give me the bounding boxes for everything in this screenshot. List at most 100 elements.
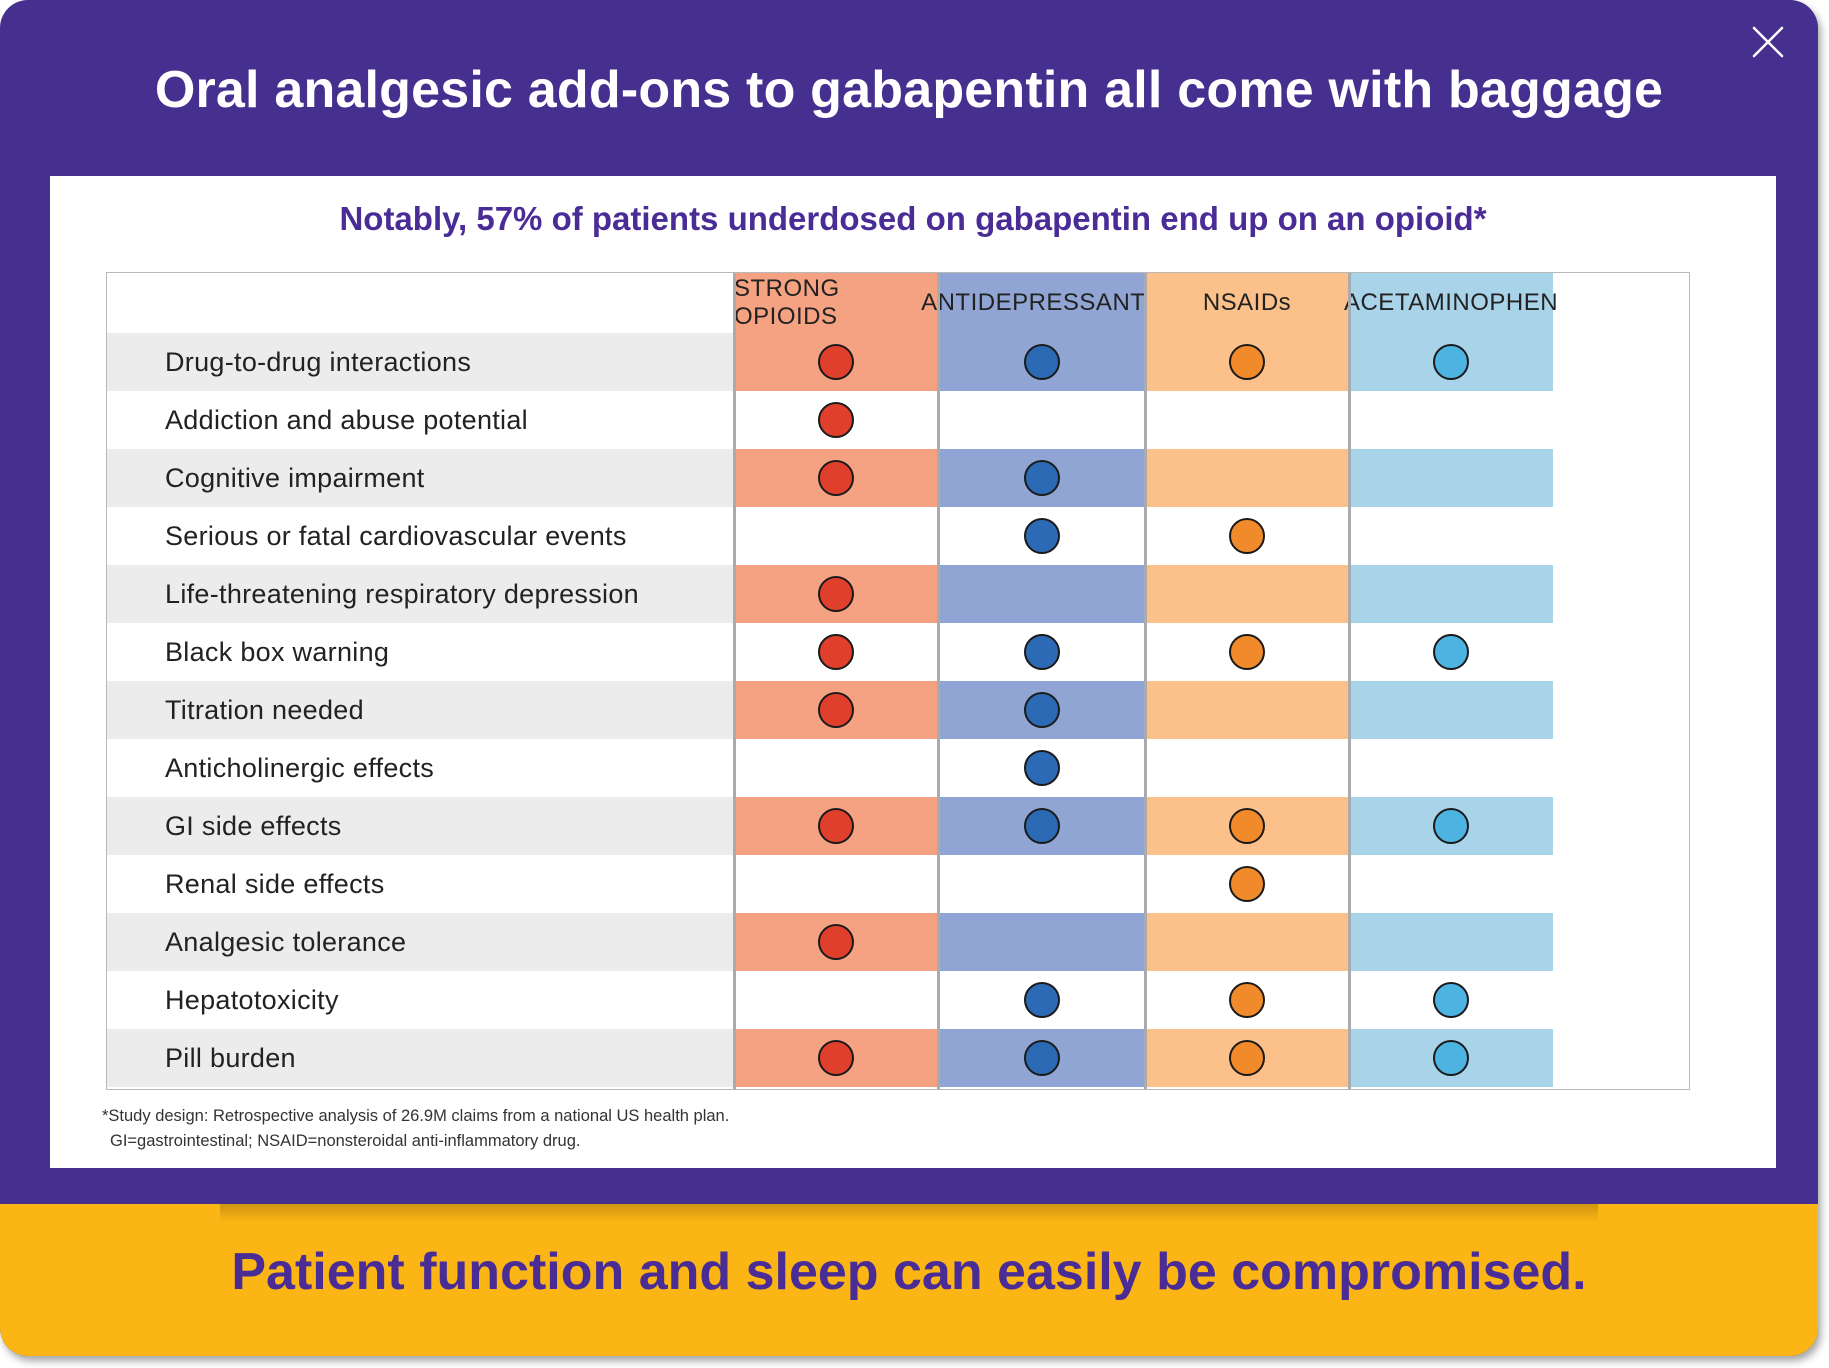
modal-title: Oral analgesic add-ons to gabapentin all… bbox=[154, 61, 1664, 119]
table-cell-antidepressants bbox=[938, 739, 1145, 797]
table-cell-acetaminophen bbox=[1349, 797, 1553, 855]
marker-dot-opioids bbox=[818, 402, 854, 438]
marker-dot-nsaids bbox=[1229, 344, 1265, 380]
table-cell-nsaids bbox=[1145, 623, 1349, 681]
comparison-table: STRONG OPIOIDS ANTIDEPRESSANTS NSAIDs ACETA… bbox=[106, 272, 1690, 1090]
table-cell-antidepressants bbox=[938, 681, 1145, 739]
banner-shadow bbox=[220, 1204, 1598, 1222]
marker-dot-antidepressants bbox=[1023, 634, 1060, 670]
table-cell-antidepressants bbox=[938, 797, 1145, 855]
table-cell-opioids bbox=[734, 449, 938, 507]
marker-dot-nsaids bbox=[1229, 866, 1265, 902]
table-cell-acetaminophen bbox=[1349, 971, 1553, 1029]
marker-dot-opioids bbox=[818, 808, 854, 844]
column-divider bbox=[1348, 273, 1351, 1089]
marker-dot-antidepressants bbox=[1023, 518, 1060, 554]
banner-text: Patient function and sleep can easily be… bbox=[231, 1243, 1587, 1301]
table-cell-nsaids bbox=[1145, 449, 1349, 507]
row-label: Life-threatening respiratory depression bbox=[107, 565, 734, 623]
footnote-abbreviations: GI=gastrointestinal; NSAID=nonsteroidal … bbox=[110, 1132, 581, 1150]
marker-dot-nsaids bbox=[1229, 982, 1265, 1018]
table-cell-antidepressants bbox=[938, 449, 1145, 507]
row-label: Drug-to-drug interactions bbox=[107, 333, 734, 391]
table-cell-acetaminophen bbox=[1349, 565, 1553, 623]
table-cell-opioids bbox=[734, 855, 938, 913]
table-cell-opioids bbox=[734, 565, 938, 623]
marker-dot-nsaids bbox=[1229, 518, 1265, 554]
close-icon[interactable] bbox=[1748, 22, 1788, 62]
table-cell-opioids bbox=[734, 623, 938, 681]
table-cell-antidepressants bbox=[938, 565, 1145, 623]
row-label: Titration needed bbox=[107, 681, 734, 739]
table-cell-opioids bbox=[734, 797, 938, 855]
marker-dot-antidepressants bbox=[1023, 344, 1060, 380]
marker-dot-nsaids bbox=[1229, 634, 1265, 670]
table-cell-opioids bbox=[734, 333, 938, 391]
marker-dot-acetaminophen bbox=[1433, 634, 1469, 670]
table-cell-nsaids bbox=[1145, 855, 1349, 913]
table-cell-antidepressants bbox=[938, 333, 1145, 391]
marker-dot-acetaminophen bbox=[1433, 1040, 1469, 1076]
table-cell-acetaminophen bbox=[1349, 391, 1553, 449]
table-cell-opioids bbox=[734, 507, 938, 565]
row-label: Black box warning bbox=[107, 623, 734, 681]
table-cell-nsaids bbox=[1145, 333, 1349, 391]
marker-dot-acetaminophen bbox=[1433, 982, 1469, 1018]
row-label: Analgesic tolerance bbox=[107, 913, 734, 971]
table-cell-antidepressants bbox=[938, 913, 1145, 971]
column-header-acetaminophen: ACETAMINOPHEN bbox=[1344, 273, 1558, 333]
bottom-banner: Patient function and sleep can easily be… bbox=[0, 1204, 1818, 1356]
row-label: Pill burden bbox=[107, 1029, 734, 1087]
table-cell-acetaminophen bbox=[1349, 623, 1553, 681]
row-label: Cognitive impairment bbox=[107, 449, 734, 507]
column-divider bbox=[937, 273, 940, 1089]
table-cell-nsaids bbox=[1145, 391, 1349, 449]
column-header-opioids: STRONG OPIOIDS bbox=[734, 273, 938, 333]
column-divider bbox=[1144, 273, 1147, 1089]
marker-dot-antidepressants bbox=[1023, 750, 1060, 786]
marker-dot-nsaids bbox=[1229, 1040, 1265, 1076]
row-label: Anticholinergic effects bbox=[107, 739, 734, 797]
table-cell-nsaids bbox=[1145, 739, 1349, 797]
table-cell-opioids bbox=[734, 913, 938, 971]
table-cell-nsaids bbox=[1145, 681, 1349, 739]
table-cell-acetaminophen bbox=[1349, 739, 1553, 797]
marker-dot-acetaminophen bbox=[1433, 344, 1469, 380]
table-cell-opioids bbox=[734, 971, 938, 1029]
table-cell-opioids bbox=[734, 681, 938, 739]
footnote: *Study design: Retrospective analysis of… bbox=[102, 1104, 729, 1154]
table-cell-acetaminophen bbox=[1349, 681, 1553, 739]
row-label: Renal side effects bbox=[107, 855, 734, 913]
marker-dot-antidepressants bbox=[1023, 808, 1060, 844]
marker-dot-antidepressants bbox=[1023, 1040, 1060, 1076]
marker-dot-nsaids bbox=[1229, 808, 1265, 844]
table-cell-antidepressants bbox=[938, 855, 1145, 913]
table-cell-acetaminophen bbox=[1349, 449, 1553, 507]
row-label: Serious or fatal cardiovascular events bbox=[107, 507, 734, 565]
marker-dot-antidepressants bbox=[1023, 982, 1060, 1018]
column-header-label: STRONG OPIOIDS bbox=[734, 275, 840, 330]
table-cell-acetaminophen bbox=[1349, 507, 1553, 565]
marker-dot-opioids bbox=[818, 344, 854, 380]
marker-dot-opioids bbox=[818, 634, 854, 670]
footnote-study-design: *Study design: Retrospective analysis of… bbox=[102, 1107, 730, 1125]
marker-dot-acetaminophen bbox=[1433, 808, 1469, 844]
table-cell-antidepressants bbox=[938, 391, 1145, 449]
table-cell-antidepressants bbox=[938, 971, 1145, 1029]
table-cell-nsaids bbox=[1145, 971, 1349, 1029]
comparison-card: Notably, 57% of patients underdosed on g… bbox=[50, 176, 1776, 1168]
marker-dot-opioids bbox=[818, 460, 854, 496]
table-cell-acetaminophen bbox=[1349, 1029, 1553, 1087]
row-label: GI side effects bbox=[107, 797, 734, 855]
table-cell-acetaminophen bbox=[1349, 333, 1553, 391]
table-cell-antidepressants bbox=[938, 623, 1145, 681]
table-cell-antidepressants bbox=[938, 1029, 1145, 1087]
column-header-label: ACETAMINOPHEN bbox=[1343, 289, 1559, 316]
table-cell-opioids bbox=[734, 739, 938, 797]
marker-dot-opioids bbox=[818, 924, 854, 960]
column-divider bbox=[733, 273, 736, 1089]
table-cell-nsaids bbox=[1145, 507, 1349, 565]
table-cell-acetaminophen bbox=[1349, 855, 1553, 913]
row-label: Addiction and abuse potential bbox=[107, 391, 734, 449]
